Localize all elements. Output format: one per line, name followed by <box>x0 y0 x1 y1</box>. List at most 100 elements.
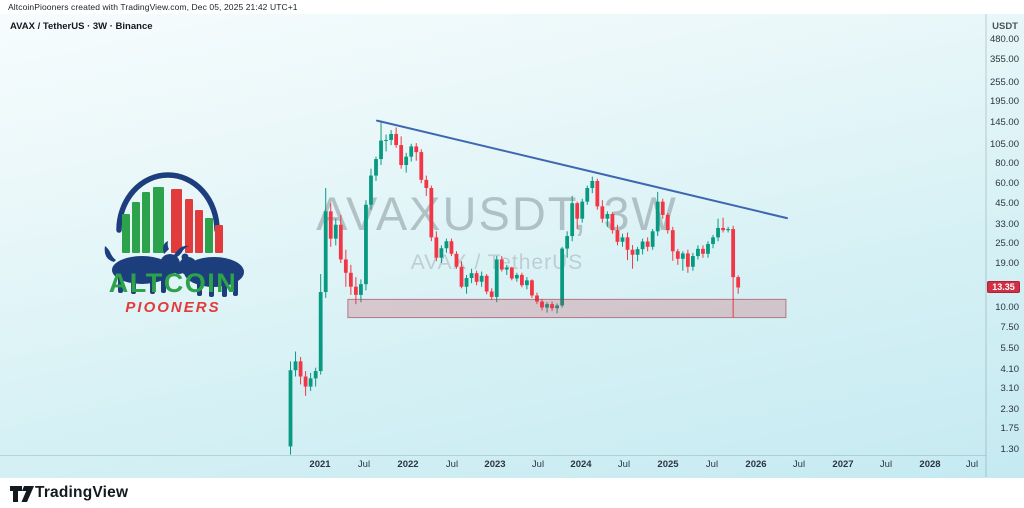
candle <box>384 139 388 141</box>
time-tick: Jul <box>617 459 631 470</box>
candle <box>328 211 333 239</box>
candle <box>338 224 343 260</box>
candle <box>716 227 720 238</box>
price-tick: 19.00 <box>995 257 1019 269</box>
price-tick: 80.00 <box>995 157 1019 169</box>
candle <box>374 159 378 176</box>
candle <box>499 259 504 270</box>
tradingview-logo-icon <box>10 486 34 502</box>
candle <box>509 267 514 279</box>
time-tick: 2023 <box>484 459 506 470</box>
candle <box>645 241 650 247</box>
candle <box>525 280 529 286</box>
candle <box>701 248 705 254</box>
time-tick: Jul <box>965 459 979 470</box>
candle <box>369 175 373 205</box>
candle <box>399 145 404 166</box>
time-tick: Jul <box>445 459 459 470</box>
candle <box>706 243 710 254</box>
candle <box>504 267 509 270</box>
price-tick: 33.00 <box>995 219 1019 231</box>
descending-trendline[interactable] <box>376 119 788 220</box>
price-tick: 4.10 <box>1000 363 1020 375</box>
candle <box>479 275 484 282</box>
candle <box>620 237 625 242</box>
candle <box>575 203 580 219</box>
time-tick: Jul <box>879 459 893 470</box>
candle <box>474 273 479 282</box>
candle <box>394 134 399 146</box>
candle <box>308 378 313 387</box>
attribution-text: AltcoinPiooners created with TradingView… <box>8 2 298 12</box>
bear-icon <box>173 253 244 297</box>
candle <box>359 284 363 295</box>
candle <box>409 146 414 157</box>
candle <box>545 304 549 308</box>
price-tick: 5.50 <box>1000 343 1020 355</box>
candle <box>489 291 494 297</box>
logo-arc <box>116 172 220 233</box>
candle <box>565 236 570 249</box>
candle <box>600 206 605 219</box>
price-tick: 1.30 <box>1000 443 1020 455</box>
support-zone[interactable] <box>347 298 787 319</box>
price-tick: 255.00 <box>989 77 1019 89</box>
time-tick: Jul <box>792 459 806 470</box>
price-tick: 145.00 <box>989 116 1019 128</box>
price-tick: 105.00 <box>989 138 1019 150</box>
candle <box>343 259 348 273</box>
time-tick: Jul <box>531 459 545 470</box>
candle <box>605 214 610 219</box>
candle <box>590 180 595 189</box>
time-tick: 2028 <box>919 459 941 470</box>
candle <box>610 214 615 231</box>
time-tick: 2027 <box>832 459 854 470</box>
candle <box>535 295 539 302</box>
attribution-bar: AltcoinPiooners created with TradingView… <box>0 0 1024 14</box>
candle <box>454 253 459 267</box>
price-tick: 45.00 <box>995 197 1019 209</box>
candle <box>293 361 298 371</box>
price-tick: 60.00 <box>995 177 1019 189</box>
last-price-badge: 13.35 <box>987 281 1020 294</box>
time-tick: Jul <box>357 459 371 470</box>
candle <box>379 140 383 160</box>
bull-icon <box>104 241 189 294</box>
candle <box>353 286 358 295</box>
candle <box>555 305 559 309</box>
time-tick: 2025 <box>657 459 679 470</box>
candle <box>655 201 660 232</box>
candle <box>650 231 655 247</box>
candle <box>560 248 565 306</box>
candle <box>484 275 489 292</box>
candle <box>419 152 424 180</box>
tradingview-brand: TradingView <box>35 484 129 501</box>
price-tick: 480.00 <box>989 33 1019 45</box>
candle <box>298 361 303 377</box>
candle <box>389 134 393 140</box>
candle <box>625 237 630 250</box>
candle <box>660 201 665 215</box>
price-tick: 1.75 <box>1000 422 1020 434</box>
time-tick: 2021 <box>309 459 331 470</box>
altcoin-pioneers-logo: ALTCOIN PIOONERS <box>104 172 244 316</box>
price-tick: 355.00 <box>989 54 1019 66</box>
price-tick: 3.10 <box>1000 383 1020 395</box>
footer-bar: TradingView <box>0 478 1024 508</box>
candle <box>595 180 600 207</box>
candle <box>670 230 675 252</box>
time-tick: 2022 <box>397 459 419 470</box>
symbol-info: AVAX / TetherUS · 3W · Binance <box>10 21 153 32</box>
time-tick: 2024 <box>570 459 592 470</box>
candle <box>449 241 454 254</box>
price-tick: 7.50 <box>1000 321 1020 333</box>
price-tick: 195.00 <box>989 95 1019 107</box>
candle <box>469 273 474 279</box>
candle <box>635 249 640 255</box>
candle <box>570 203 575 237</box>
candle <box>696 248 700 257</box>
candle <box>318 292 323 372</box>
candle <box>665 214 670 231</box>
